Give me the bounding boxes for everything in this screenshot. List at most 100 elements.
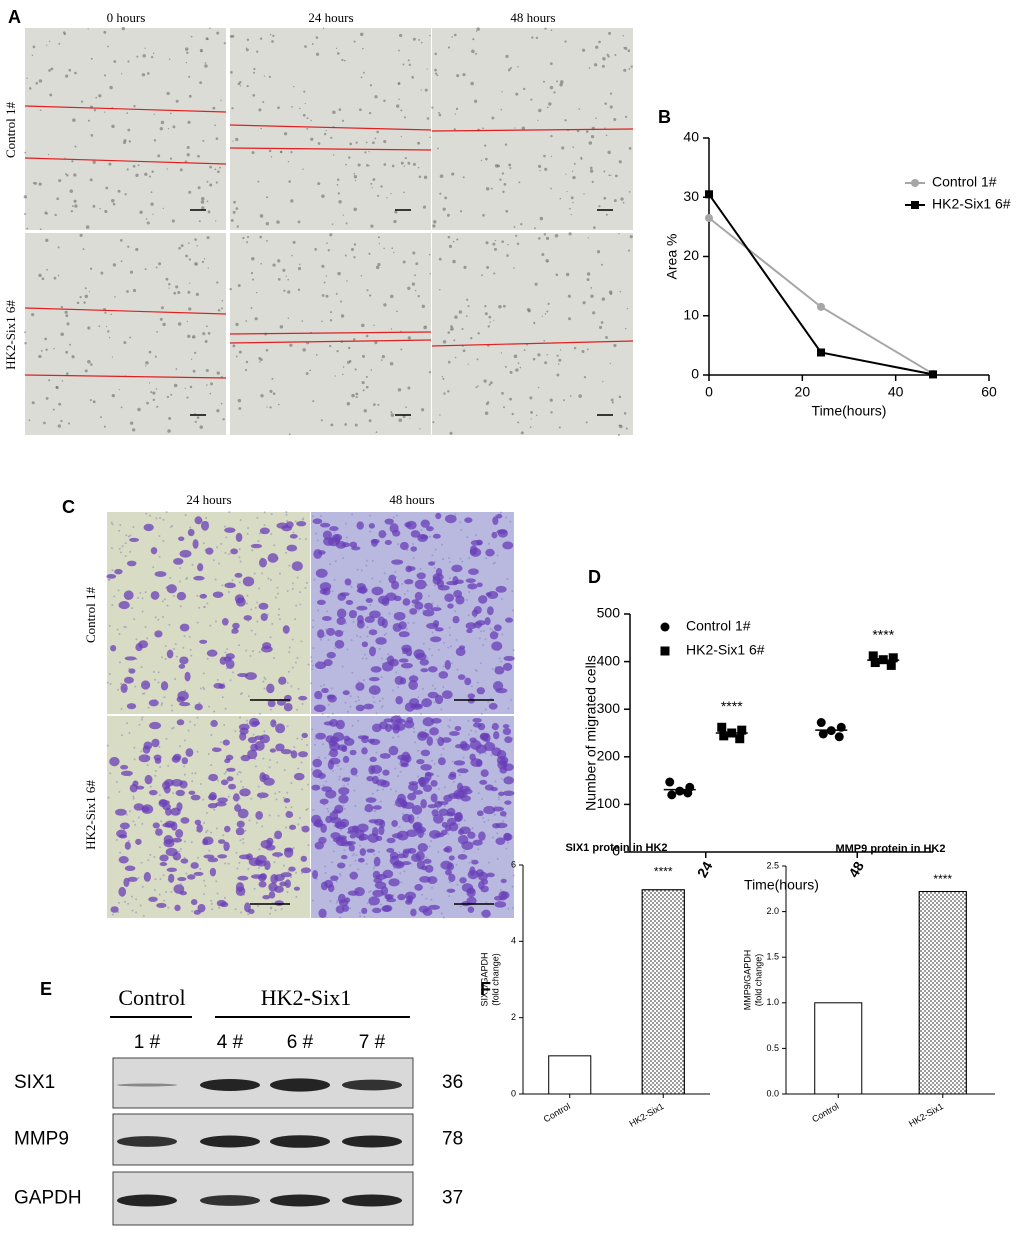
cell-speck (31, 54, 34, 57)
pore (215, 827, 218, 830)
cell-speck (513, 354, 518, 359)
pore (504, 516, 507, 519)
stained-cell (459, 826, 471, 835)
pore (502, 820, 505, 823)
pore (250, 797, 253, 800)
pore (488, 861, 491, 864)
stained-cell (388, 878, 400, 887)
stained-cell (317, 772, 326, 779)
cell-speck (172, 125, 176, 129)
stained-cell (327, 694, 337, 703)
stained-cell (391, 819, 398, 827)
bar (814, 1002, 863, 1095)
cell-speck (537, 386, 540, 389)
cell-speck (400, 330, 402, 333)
pore (152, 670, 155, 673)
pore (205, 811, 208, 814)
cell-speck (265, 222, 270, 226)
stained-cell (494, 666, 505, 675)
cell-speck (233, 200, 236, 204)
cell-speck (144, 268, 147, 271)
pore (365, 862, 368, 865)
pore (325, 780, 328, 783)
cell-speck (232, 344, 236, 348)
pore (305, 808, 308, 811)
stained-cell (382, 769, 390, 776)
stained-cell (476, 810, 484, 817)
cell-speck (450, 325, 453, 328)
stained-cell (412, 790, 424, 795)
cell-speck (127, 60, 130, 63)
stained-cell (152, 822, 160, 829)
cell-speck (46, 44, 48, 46)
stained-cell (405, 899, 413, 905)
wound-edge (24, 307, 227, 315)
cell-speck (608, 31, 612, 35)
pore (238, 771, 241, 774)
pore (477, 848, 480, 851)
cell-speck (342, 373, 344, 376)
cell-speck (585, 421, 588, 424)
pore (320, 685, 323, 688)
pore (256, 516, 259, 519)
x-tick-label: HK2-Six1 (907, 1101, 945, 1129)
cell-speck (194, 262, 198, 266)
pore (284, 551, 287, 554)
stained-cell (149, 721, 162, 730)
pore (286, 891, 289, 894)
cell-speck (449, 431, 453, 435)
stained-cell (172, 852, 182, 861)
cell-speck (277, 403, 280, 406)
stained-cell (234, 572, 243, 578)
pore (124, 542, 127, 545)
pore (141, 822, 144, 825)
pore (139, 591, 142, 594)
stained-cell (312, 869, 319, 880)
stained-cell (126, 560, 137, 567)
pore (274, 792, 277, 795)
pore (226, 647, 229, 650)
pore (147, 859, 150, 862)
cell-speck (216, 31, 220, 35)
pore (193, 723, 196, 726)
cell-speck (299, 107, 301, 110)
cell-speck (432, 421, 435, 424)
stained-cell (371, 775, 379, 785)
stained-cell (365, 598, 373, 604)
cell-speck (402, 260, 406, 264)
cell-speck (272, 34, 275, 38)
cell-speck (330, 423, 334, 427)
pore (183, 840, 186, 843)
pore (431, 684, 434, 687)
cell-speck (601, 64, 605, 68)
stained-cell (267, 553, 279, 563)
cell-speck (314, 248, 317, 251)
pore (311, 668, 314, 671)
stained-cell (274, 830, 283, 840)
pore (456, 883, 459, 886)
cell-speck (98, 94, 102, 98)
pore (357, 868, 360, 871)
pore (223, 723, 226, 726)
pore (462, 756, 465, 759)
cell-speck (85, 225, 90, 229)
pore (426, 657, 429, 660)
cell-speck (590, 294, 594, 298)
cell-speck (431, 106, 434, 109)
stained-cell (368, 629, 378, 636)
stained-cell (171, 779, 183, 787)
cell-speck (501, 91, 503, 93)
cell-speck (216, 371, 220, 375)
pore (310, 768, 313, 771)
stained-cell (448, 873, 456, 883)
stained-cell (342, 690, 350, 696)
cell-speck (531, 36, 534, 39)
pore (164, 658, 167, 661)
stained-cell (274, 900, 284, 906)
pore (294, 661, 297, 664)
stained-cell (495, 585, 507, 593)
cell-speck (127, 128, 131, 132)
cell-speck (335, 47, 338, 50)
cell-speck (158, 262, 162, 266)
pore (276, 586, 279, 589)
